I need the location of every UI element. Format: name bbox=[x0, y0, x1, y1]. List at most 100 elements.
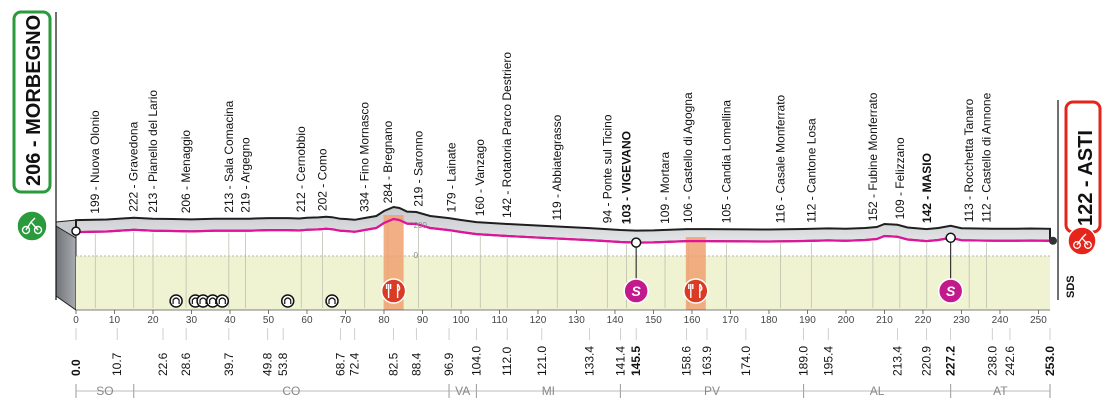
place-label: 222 - Gravedona bbox=[127, 121, 141, 211]
x-tick-label: 130 bbox=[568, 315, 585, 326]
x-tick-label: 100 bbox=[453, 315, 470, 326]
sprint-icon bbox=[623, 278, 649, 304]
finish-label: 122 - ASTI bbox=[1075, 130, 1097, 226]
km-label: 145.5 bbox=[629, 346, 643, 376]
x-tick-label: 20 bbox=[147, 315, 159, 326]
km-label: 88.4 bbox=[409, 352, 423, 376]
x-tick-label: 160 bbox=[684, 315, 701, 326]
km-label: 68.7 bbox=[334, 352, 348, 376]
finish-bike-wheel-left bbox=[1073, 241, 1081, 249]
place-label: 142 - MASIO bbox=[920, 153, 934, 223]
place-label: 94 - Ponte sul Ticino bbox=[600, 114, 614, 223]
place-label: 160 - Vanzago bbox=[473, 139, 487, 216]
x-tick-label: 80 bbox=[378, 315, 390, 326]
regions-layer: SO CO VA MI PV AL AT bbox=[75, 384, 1051, 398]
x-tick-label: 240 bbox=[992, 315, 1009, 326]
region-label: VA bbox=[455, 384, 470, 398]
place-label: 202 - Como bbox=[315, 148, 329, 211]
x-tick-label: 150 bbox=[645, 315, 662, 326]
km-label: 112.0 bbox=[500, 347, 514, 376]
km-label: 28.6 bbox=[179, 352, 193, 376]
sds-label: SDS bbox=[1065, 275, 1077, 298]
x-tick-label: 10 bbox=[109, 315, 121, 326]
finish-marker: 122 - ASTI SDS bbox=[1057, 100, 1102, 300]
places-layer: 199 - Nuova Olonio 222 - Gravedona 213 - P… bbox=[88, 52, 993, 225]
start-label: 206 - MORBEGNO bbox=[23, 15, 45, 186]
x-tick-label: 220 bbox=[915, 315, 932, 326]
place-label: 105 - Candia Lomellina bbox=[720, 100, 734, 224]
km-label: 22.6 bbox=[156, 352, 170, 376]
place-label: 142 - Rotatoria Parco Destriero bbox=[500, 52, 514, 218]
tunnel-arch bbox=[172, 297, 180, 304]
x-axis-ticks: 0 10 20 30 40 50 60 70 80 90 100 110 120 130 140 150 160… bbox=[73, 310, 1047, 326]
place-label: 284 - Bregnano bbox=[381, 120, 395, 203]
place-label: 103 - VIGEVANO bbox=[620, 131, 634, 224]
sprint-point bbox=[945, 232, 956, 244]
region-label: SO bbox=[96, 384, 113, 398]
finish-bike-icon bbox=[1067, 226, 1097, 256]
finish-bike-wheel-right bbox=[1084, 241, 1092, 249]
place-label: 199 - Nuova Olonio bbox=[88, 110, 102, 214]
place-label: 119 - Abbiategrasso bbox=[550, 114, 564, 220]
x-tick-label: 90 bbox=[417, 315, 429, 326]
finish-bike-frame bbox=[1076, 233, 1089, 246]
km-label: 195.4 bbox=[821, 346, 835, 376]
km-label: 220.9 bbox=[919, 346, 933, 376]
sprint-letter: S bbox=[631, 283, 641, 299]
x-tick-label: 190 bbox=[799, 315, 816, 326]
region-label: AL bbox=[870, 384, 885, 398]
start-point bbox=[71, 226, 81, 236]
place-label: 179 - Lainate bbox=[444, 142, 458, 212]
place-label: 152 - Fubine Monferrato bbox=[866, 92, 880, 221]
x-tick-label: 120 bbox=[530, 315, 547, 326]
km-label: 39.7 bbox=[222, 352, 236, 376]
start-marker: 206 - MORBEGNO bbox=[12, 10, 57, 300]
region-label: CO bbox=[282, 384, 300, 398]
place-label: 212 - Cernobbio bbox=[294, 126, 308, 212]
finish-point bbox=[1049, 236, 1057, 245]
place-label: 113 - Rocchetta Tanaro bbox=[962, 98, 976, 222]
km-label: 227.2 bbox=[944, 346, 958, 376]
fork-knife-icon bbox=[688, 283, 703, 298]
elevation-mark-label: 0 bbox=[414, 251, 419, 260]
x-tick-label: 110 bbox=[492, 315, 508, 326]
x-tick-label: 230 bbox=[953, 315, 970, 326]
profile-ground bbox=[76, 256, 1050, 310]
feed-zone-icon bbox=[683, 278, 709, 304]
region-label: MI bbox=[542, 384, 555, 398]
tunnel-icon bbox=[280, 294, 295, 308]
km-labels: 0.0 10.7 22.6 28.6 39.7 49.8 53.8 68.7 72.4 82.5 8… bbox=[69, 328, 1057, 376]
km-label: 163.9 bbox=[700, 346, 714, 376]
km-label: 53.8 bbox=[276, 352, 290, 376]
x-tick-label: 210 bbox=[876, 315, 893, 326]
elevation-mark-label: 200 bbox=[414, 221, 428, 230]
place-label: 109 - Felizzano bbox=[893, 137, 907, 219]
start-bike-wheel-right bbox=[33, 225, 43, 235]
place-label: 206 - Menaggio bbox=[179, 130, 193, 214]
place-label: 112 - Castello di Annone bbox=[980, 92, 994, 222]
profile-elevation-line bbox=[75, 217, 1051, 244]
km-label: 253.0 bbox=[1043, 346, 1057, 376]
x-tick-label: 140 bbox=[607, 315, 624, 326]
place-label: 109 - Mortara bbox=[658, 152, 672, 224]
tunnel-arch bbox=[284, 297, 292, 304]
x-tick-label: 30 bbox=[186, 315, 198, 326]
km-label: 238.0 bbox=[985, 346, 999, 376]
x-tick-label: 0 bbox=[73, 315, 79, 326]
start-bike-wheel-left bbox=[21, 225, 31, 235]
sprint-point bbox=[630, 237, 642, 248]
feed-zone-icon bbox=[380, 278, 407, 304]
fork-knife-icon bbox=[385, 283, 401, 298]
km-label: 158.6 bbox=[680, 346, 694, 376]
region-label: PV bbox=[704, 384, 720, 398]
km-label: 96.9 bbox=[442, 352, 456, 376]
km-label: 189.0 bbox=[797, 346, 811, 376]
place-label: 213 - Sala Comacina bbox=[222, 100, 236, 212]
km-label: 174.0 bbox=[739, 346, 753, 376]
km-label: 141.4 bbox=[613, 346, 627, 376]
km-label: 72.4 bbox=[348, 352, 362, 376]
sprint-icon bbox=[937, 278, 964, 304]
